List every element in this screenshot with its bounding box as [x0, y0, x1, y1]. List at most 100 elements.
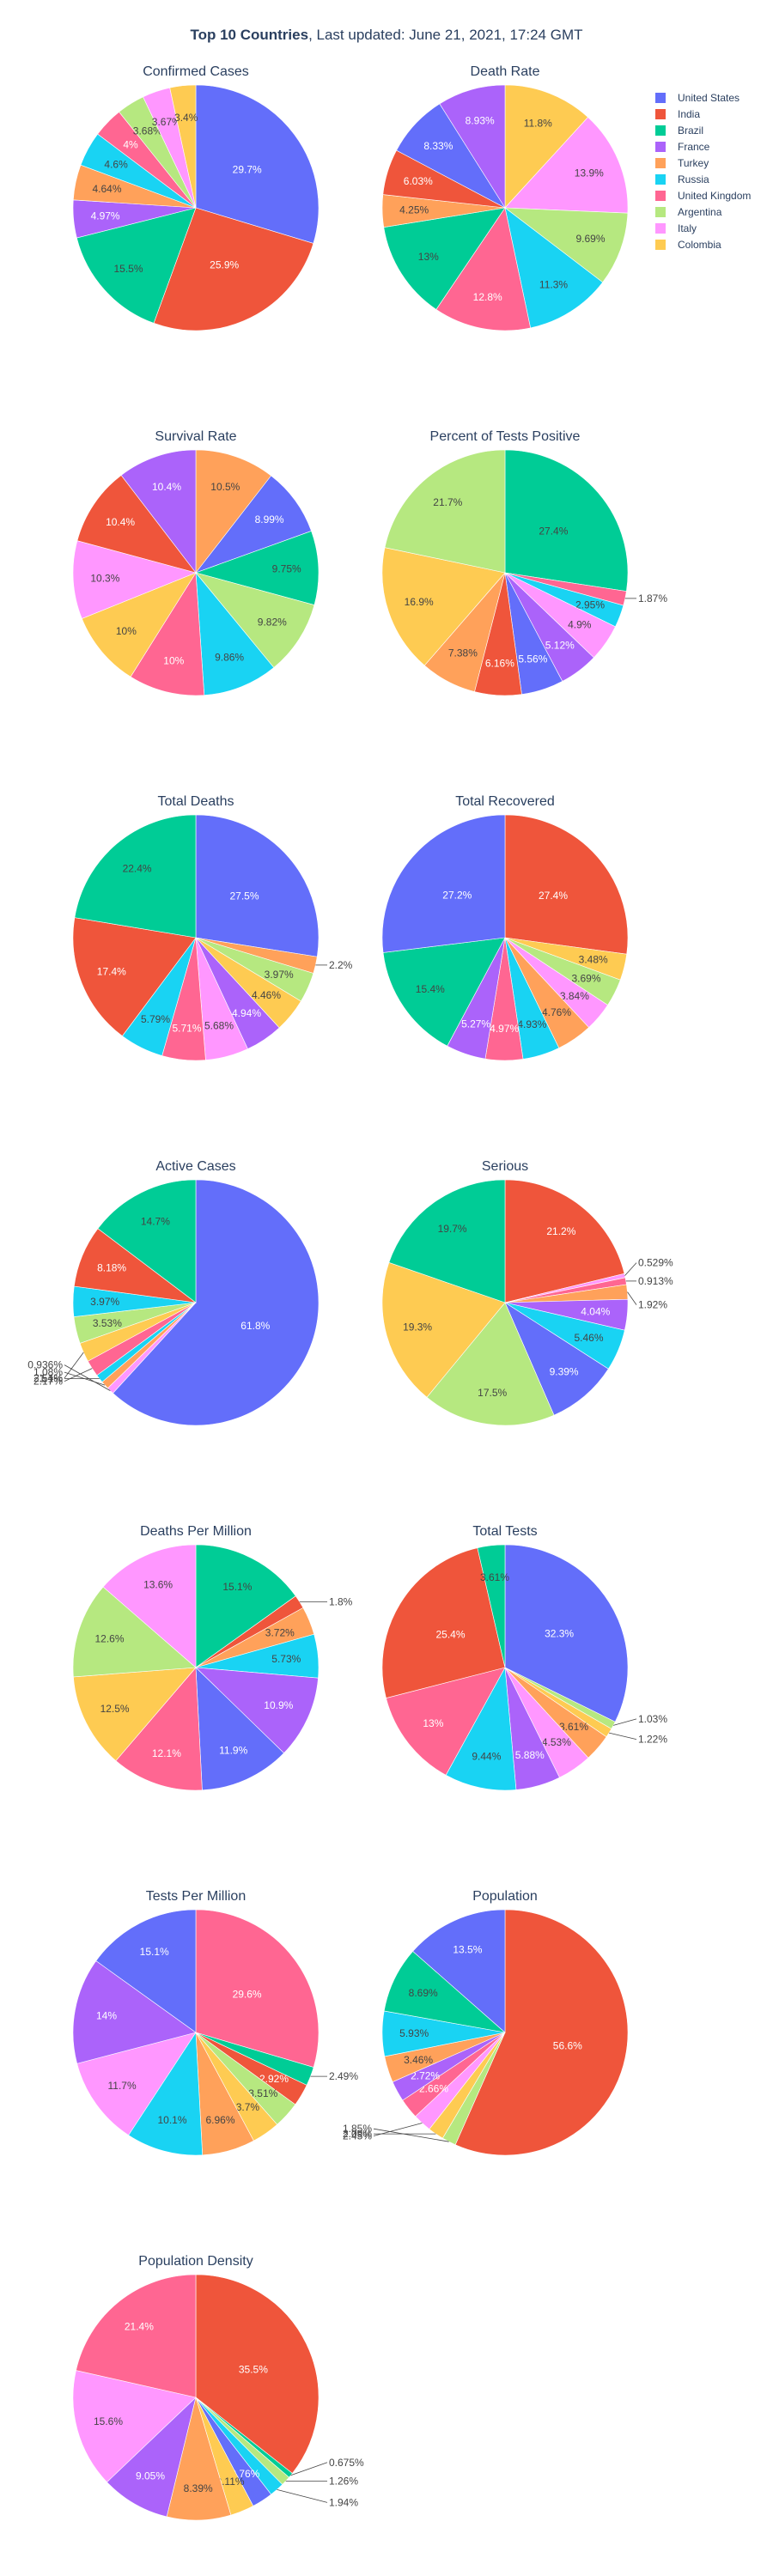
slice-united-states[interactable] — [504, 1544, 629, 1722]
slice-india[interactable] — [504, 1179, 625, 1303]
slice-united-states[interactable] — [412, 1909, 506, 2033]
slice-label-india: 35.5% — [239, 2364, 268, 2376]
slice-colombia[interactable] — [169, 84, 197, 209]
slice-united-states[interactable] — [113, 1179, 320, 1426]
legend-item-france[interactable]: France — [655, 141, 710, 153]
legend-item-colombia[interactable]: Colombia — [655, 239, 721, 251]
legend-swatch — [655, 207, 666, 217]
legend-item-argentina[interactable]: Argentina — [655, 206, 722, 218]
slice-label-united-states: 61.8% — [240, 1320, 270, 1332]
legend-item-united-kingdom[interactable]: United Kingdom — [655, 190, 751, 202]
slice-colombia[interactable] — [504, 84, 588, 209]
slice-france[interactable] — [72, 1960, 197, 2064]
slice-turkey[interactable] — [195, 449, 272, 574]
slice-france[interactable] — [120, 449, 197, 574]
slice-brazil[interactable] — [74, 814, 197, 939]
slice-label-united-states: 9.39% — [550, 1366, 579, 1378]
slice-colombia[interactable] — [381, 547, 506, 666]
slice-russia[interactable] — [195, 572, 275, 696]
slice-label-india: 8.18% — [97, 1262, 126, 1274]
slice-brazil[interactable] — [382, 937, 506, 1047]
legend-item-brazil[interactable]: Brazil — [655, 125, 703, 137]
slice-india[interactable] — [195, 2274, 320, 2474]
slice-france[interactable] — [439, 84, 506, 210]
slice-label-brazil: 8.69% — [409, 1987, 438, 1999]
slice-united-states[interactable] — [504, 1302, 609, 1416]
slice-united-states[interactable] — [381, 814, 506, 953]
slice-india[interactable] — [454, 1909, 629, 2156]
slice-india[interactable] — [504, 814, 629, 955]
slice-label-brazil: 2.49% — [329, 2070, 358, 2082]
slice-united-states[interactable] — [195, 475, 312, 574]
slice-label-brazil: 15.5% — [113, 263, 143, 275]
pie-title: Death Rate — [471, 64, 540, 79]
slice-label-turkey: 6.96% — [205, 2114, 234, 2126]
slice-argentina[interactable] — [426, 1302, 555, 1426]
slice-united-kingdom[interactable] — [76, 2274, 197, 2398]
legend-swatch — [655, 109, 666, 119]
pie-title: Confirmed Cases — [143, 64, 249, 79]
legend-item-turkey[interactable]: Turkey — [655, 157, 709, 169]
legend-item-india[interactable]: India — [655, 108, 700, 120]
slice-label-united-kingdom: 2.17% — [33, 1376, 63, 1388]
slice-brazil[interactable] — [97, 1179, 197, 1303]
slice-brazil[interactable] — [477, 1544, 506, 1668]
legend-item-italy[interactable]: Italy — [655, 222, 697, 234]
slice-india[interactable] — [72, 917, 197, 1036]
slice-united-states[interactable] — [195, 84, 320, 244]
slice-label-argentina: 3.51% — [248, 2087, 277, 2099]
slice-label-france: 5.27% — [461, 1018, 490, 1030]
slice-label-united-states: 27.2% — [442, 890, 472, 902]
legend-label: Argentina — [678, 206, 722, 218]
slice-india[interactable] — [153, 207, 314, 331]
slice-brazil[interactable] — [76, 207, 197, 324]
slice-united-states[interactable] — [195, 814, 320, 957]
slice-italy[interactable] — [102, 1544, 197, 1668]
slice-united-kingdom[interactable] — [386, 1667, 506, 1776]
slice-argentina[interactable] — [384, 449, 506, 574]
slice-russia[interactable] — [504, 207, 604, 329]
slice-brazil[interactable] — [383, 207, 506, 310]
legend-swatch — [655, 223, 666, 234]
slice-label-france: 9.05% — [136, 2470, 165, 2482]
slice-brazil[interactable] — [504, 449, 629, 592]
legend-item-russia[interactable]: Russia — [655, 173, 709, 185]
slice-leader-line — [64, 1352, 84, 1379]
slice-brazil[interactable] — [195, 531, 320, 605]
slice-united-kingdom[interactable] — [435, 207, 532, 331]
legend-label: France — [678, 141, 710, 153]
legend-item-united-states[interactable]: United States — [655, 92, 740, 104]
slice-india[interactable] — [76, 475, 197, 574]
slice-united-kingdom[interactable] — [130, 572, 205, 696]
slice-russia[interactable] — [128, 2032, 204, 2156]
slice-label-russia: 3.97% — [90, 1296, 119, 1308]
slice-brazil[interactable] — [388, 1179, 506, 1303]
slice-united-states[interactable] — [195, 1667, 285, 1791]
slice-united-kingdom[interactable] — [115, 1667, 203, 1791]
slice-colombia[interactable] — [73, 1667, 197, 1761]
pie-title: Population — [472, 1889, 538, 1904]
slice-argentina[interactable] — [72, 1586, 197, 1678]
slice-italy[interactable] — [72, 540, 197, 619]
page-title: Top 10 Countries, Last updated: June 21,… — [190, 27, 582, 43]
slice-label-united-kingdom: 13% — [423, 1717, 443, 1729]
slice-france[interactable] — [107, 2397, 197, 2518]
slice-united-states[interactable] — [95, 1909, 197, 2033]
legend-swatch — [655, 125, 666, 136]
slice-label-russia: 4.6% — [104, 158, 128, 170]
slice-italy[interactable] — [76, 2032, 197, 2136]
slice-india[interactable] — [381, 1547, 506, 1698]
pie-chart-population-density: Population Density35.5%2.76%3.11%8.39%9.… — [72, 2254, 364, 2521]
slice-colombia[interactable] — [81, 572, 197, 677]
slice-france[interactable] — [195, 1667, 319, 1754]
slice-colombia[interactable] — [381, 1261, 506, 1398]
slice-argentina[interactable] — [195, 572, 315, 668]
slice-italy[interactable] — [504, 117, 629, 214]
slice-label-france: 10.9% — [264, 1699, 293, 1711]
slice-italy[interactable] — [72, 2370, 197, 2483]
slice-argentina[interactable] — [504, 207, 629, 283]
slice-russia[interactable] — [445, 1666, 517, 1791]
slice-brazil[interactable] — [195, 1544, 296, 1668]
slice-label-brazil: 27.4% — [539, 526, 568, 538]
slice-united-kingdom[interactable] — [195, 1909, 320, 2068]
